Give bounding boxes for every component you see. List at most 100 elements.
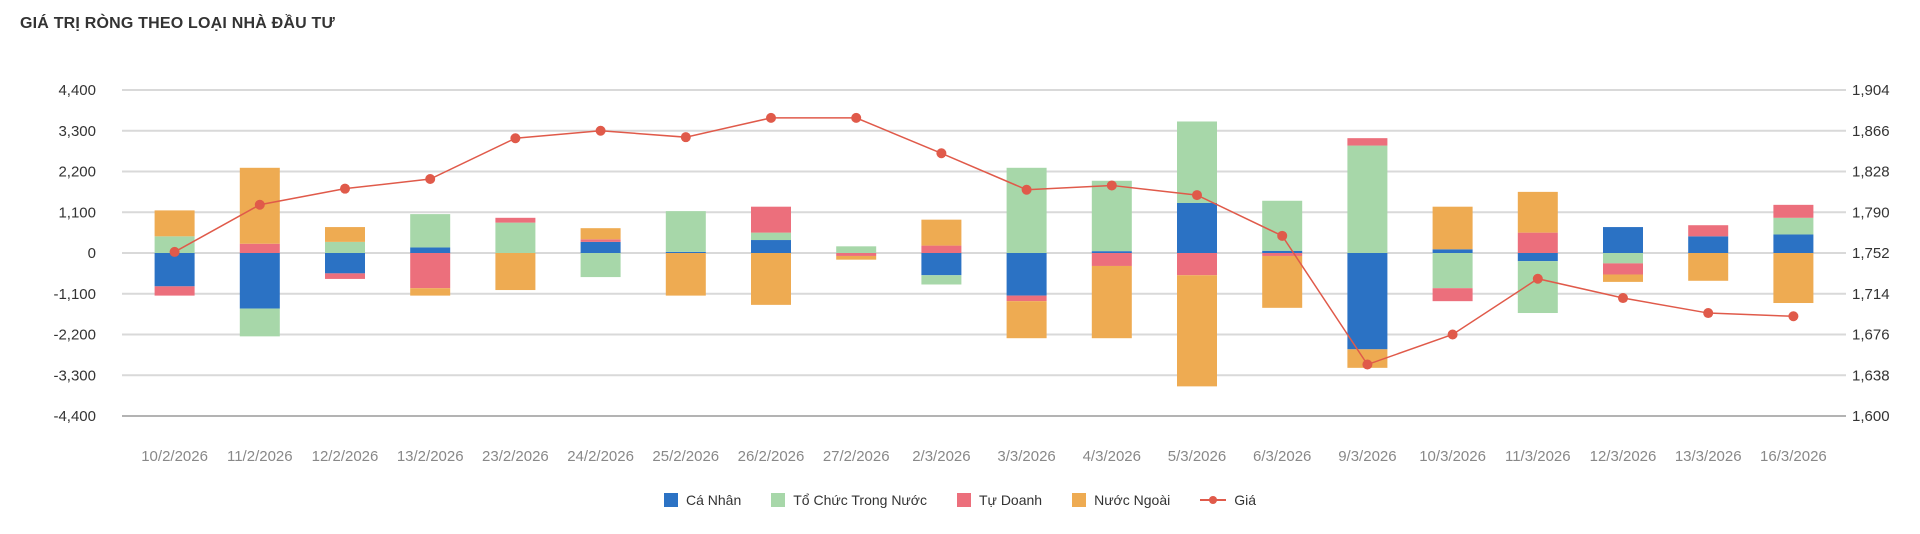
- bar-1-13: [1262, 200, 1303, 251]
- left-tick-label: 3,300: [58, 123, 96, 140]
- price-point-16: [1532, 273, 1543, 284]
- price-line: [174, 117, 1794, 366]
- bar-3-17: [1603, 274, 1643, 282]
- bar-3-15: [1432, 206, 1473, 250]
- bar-2-17: [1603, 263, 1643, 275]
- bar-0-1: [239, 253, 280, 309]
- x-tick-label: 16/3/2026: [1760, 448, 1827, 465]
- bar-2-2: [325, 273, 365, 279]
- left-y-axis: 4,400 3,300 2,200 1,100 0 -1,100 -2,200 -3,300 -…: [53, 82, 96, 425]
- price-point-2: [340, 183, 350, 194]
- left-tick-label: 0: [88, 245, 96, 262]
- bar-0-13: [1262, 250, 1303, 253]
- bar-1-6: [665, 211, 706, 252]
- bar-3-6: [665, 253, 706, 296]
- legend-swatch-tu-doanh: [957, 493, 971, 507]
- left-tick-label: -2,200: [53, 327, 96, 344]
- legend-item-ca-nhan[interactable]: Cá Nhân: [663, 492, 741, 508]
- x-tick-label: 13/3/2026: [1675, 448, 1742, 465]
- legend-item-to-chuc-trong-nuoc[interactable]: Tổ Chức Trong Nước: [771, 492, 927, 508]
- price-line-series: [169, 112, 1799, 370]
- bar-1-17: [1603, 253, 1643, 264]
- x-tick-label: 11/3/2026: [1505, 448, 1571, 465]
- bar-3-11: [1091, 265, 1132, 339]
- bar-2-8: [836, 253, 877, 256]
- bar-0-11: [1091, 251, 1132, 253]
- bar-1-11: [1091, 180, 1132, 252]
- price-point-0: [169, 246, 180, 257]
- bar-2-11: [1091, 253, 1132, 266]
- x-tick-label: 13/2/2026: [397, 448, 464, 465]
- left-tick-label: 4,400: [58, 82, 96, 99]
- bar-0-12: [1177, 202, 1217, 253]
- right-tick-label: 1,904: [1852, 82, 1890, 99]
- bar-0-16: [1517, 253, 1558, 262]
- bar-2-5: [580, 239, 621, 242]
- x-tick-label: 12/2/2026: [312, 448, 379, 465]
- price-point-9: [936, 148, 947, 159]
- bar-3-18: [1688, 253, 1729, 281]
- bar-3-10: [1006, 301, 1047, 339]
- right-tick-label: 1,600: [1852, 408, 1890, 425]
- x-tick-label: 4/3/2026: [1083, 448, 1141, 465]
- bar-3-3: [410, 288, 451, 296]
- x-tick-label: 10/3/2026: [1419, 448, 1486, 465]
- bar-3-4: [495, 253, 536, 291]
- bar-3-5: [580, 228, 621, 240]
- legend-swatch-nuoc-ngoai: [1072, 493, 1087, 507]
- bar-2-18: [1688, 225, 1729, 237]
- bar-2-4: [495, 217, 536, 223]
- bar-2-19: [1773, 204, 1814, 218]
- x-axis: 10/2/2026 11/2/2026 12/2/2026 13/2/2026 23/2…: [141, 448, 1827, 465]
- right-tick-label: 1,790: [1852, 204, 1890, 221]
- legend-swatch-ca-nhan: [663, 493, 678, 507]
- bar-0-10: [1006, 253, 1047, 296]
- x-tick-label: 11/2/2026: [227, 448, 293, 465]
- x-tick-label: 10/2/2026: [141, 448, 208, 465]
- bar-1-9: [921, 275, 962, 285]
- left-tick-label: -1,100: [53, 286, 96, 303]
- bar-1-19: [1773, 217, 1814, 235]
- left-tick-label: 1,100: [58, 204, 96, 221]
- price-point-19: [1788, 311, 1799, 322]
- bar-0-14: [1347, 253, 1388, 350]
- bar-3-7: [751, 253, 791, 305]
- bar-0-18: [1688, 236, 1729, 253]
- bar-2-16: [1517, 232, 1558, 253]
- bar-0-3: [410, 247, 451, 253]
- price-point-7: [766, 112, 776, 123]
- bar-2-15: [1432, 288, 1473, 302]
- left-tick-label: -4,400: [53, 408, 96, 425]
- bar-2-0: [154, 286, 195, 296]
- bar-2-3: [410, 253, 451, 289]
- x-tick-label: 27/2/2026: [823, 448, 890, 465]
- legend-label-tu-doanh: Tự Doanh: [979, 492, 1043, 508]
- right-tick-label: 1,752: [1852, 245, 1890, 262]
- legend-item-gia[interactable]: Giá: [1200, 492, 1256, 508]
- right-y-axis: 1,904 1,866 1,828 1,790 1,752 1,714 1,676 1,638…: [1852, 82, 1890, 425]
- right-tick-label: 1,866: [1852, 123, 1890, 140]
- bar-0-6: [665, 251, 706, 253]
- legend-item-nuoc-ngoai[interactable]: Nước Ngoài: [1072, 492, 1170, 508]
- bar-1-5: [580, 253, 621, 278]
- bar-0-9: [921, 253, 962, 276]
- bar-0-19: [1773, 234, 1814, 253]
- price-point-15: [1447, 329, 1458, 340]
- bar-0-7: [751, 240, 791, 253]
- legend-item-tu-doanh[interactable]: Tự Doanh: [957, 492, 1042, 508]
- bar-1-14: [1347, 145, 1388, 253]
- bar-3-13: [1262, 255, 1303, 308]
- x-tick-label: 3/3/2026: [997, 448, 1055, 465]
- legend-label-nuoc-ngoai: Nước Ngoài: [1094, 492, 1171, 508]
- x-tick-label: 2/3/2026: [912, 448, 970, 465]
- price-point-3: [425, 174, 436, 185]
- price-point-8: [851, 112, 862, 123]
- bar-1-2: [325, 241, 365, 253]
- legend-swatch-to-chuc-trong-nuoc: [771, 493, 786, 507]
- right-tick-label: 1,638: [1852, 367, 1890, 384]
- legend: Cá Nhân Tổ Chức Trong Nước Tự Doanh Nước…: [0, 492, 1920, 508]
- bar-0-2: [325, 253, 365, 274]
- legend-label-to-chuc-trong-nuoc: Tổ Chức Trong Nước: [793, 492, 927, 508]
